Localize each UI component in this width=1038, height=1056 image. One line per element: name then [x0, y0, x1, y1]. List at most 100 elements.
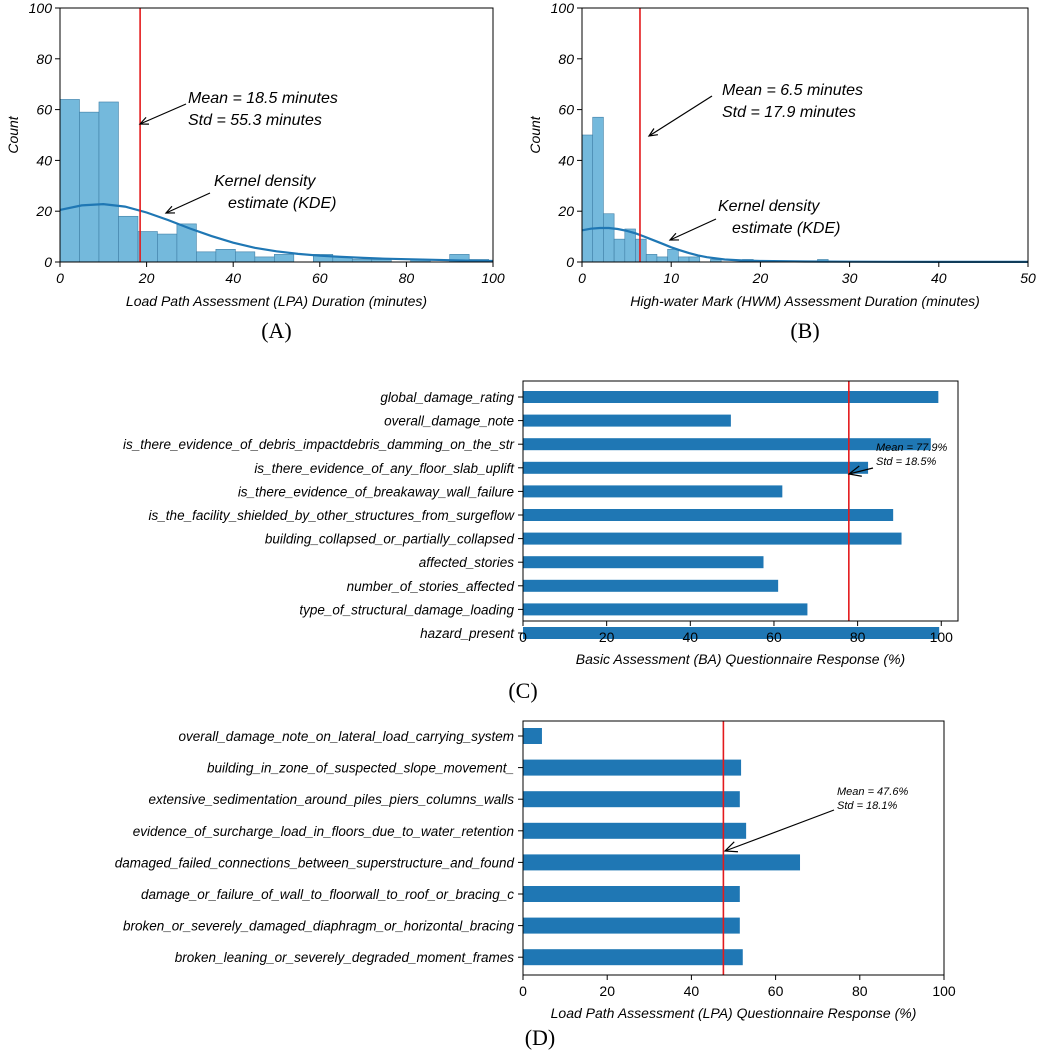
category-label: broken_or_severely_damaged_diaphragm_or_…: [123, 919, 514, 934]
x-tick-label: 40: [683, 629, 699, 645]
std-annotation: Std = 18.1%: [837, 800, 897, 812]
category-label: hazard_present: [420, 626, 515, 641]
y-tick-label: 0: [566, 254, 574, 270]
y-axis-label: Count: [5, 115, 21, 153]
bar: [523, 485, 783, 498]
category-label: is_the_facility_shielded_by_other_struct…: [149, 508, 516, 523]
bar: [523, 603, 808, 616]
axes-frame: [581, 7, 1029, 263]
hist-bar: [98, 101, 119, 263]
kde-annotation-line1: Kernel density: [214, 173, 316, 190]
bar: [523, 461, 869, 474]
x-tick-label: 50: [1020, 270, 1036, 286]
hist-bar: [656, 256, 668, 263]
std-annotation: Std = 18.5%: [876, 456, 936, 468]
bar: [523, 917, 740, 934]
x-axis-label: High-water Mark (HWM) Assessment Duratio…: [630, 293, 980, 309]
x-tick-label: 80: [850, 629, 866, 645]
bar: [523, 759, 742, 776]
panel-label: (B): [790, 318, 819, 343]
kde-curve: [581, 226, 1028, 263]
x-tick-label: 20: [138, 270, 155, 286]
category-label: extensive_sedimentation_around_piles_pie…: [149, 792, 515, 807]
hist-bar: [635, 238, 647, 263]
x-axis-label: Load Path Assessment (LPA) Questionnaire…: [551, 1005, 917, 1021]
y-tick-label: 60: [558, 102, 574, 118]
y-tick-label: 100: [29, 0, 53, 16]
y-tick-label: 80: [558, 51, 574, 67]
x-tick-label: 0: [519, 983, 527, 999]
kde-arrow-shaft: [669, 218, 717, 241]
hist-bar: [79, 111, 100, 263]
bar: [523, 886, 740, 902]
bar: [523, 391, 939, 403]
x-tick-label: 80: [399, 270, 415, 286]
category-label: global_damage_rating: [380, 390, 514, 405]
y-axis-label: Count: [527, 115, 543, 153]
x-tick-label: 0: [56, 270, 64, 286]
mean-arrow-head: [647, 128, 658, 137]
category-label: type_of_structural_damage_loading: [299, 602, 514, 617]
category-label: is_there_evidence_of_breakaway_wall_fail…: [238, 484, 514, 499]
hist-bar: [59, 99, 80, 263]
mean-annotation: Mean = 47.6%: [837, 786, 908, 798]
bar: [523, 822, 747, 839]
hist-bar: [581, 134, 594, 263]
x-tick-label: 40: [931, 270, 947, 286]
kde-curve: [59, 202, 494, 263]
category-label: is_there_evidence_of_any_floor_slab_upli…: [254, 461, 515, 476]
panel-label: (A): [261, 318, 292, 343]
hist-bar: [688, 256, 701, 263]
bar: [523, 509, 894, 521]
y-tick-label: 80: [36, 51, 52, 67]
axes-frame: [522, 720, 945, 976]
bar: [523, 854, 801, 871]
x-tick-label: 60: [312, 270, 328, 286]
bar: [523, 627, 940, 639]
mean-arrow-shaft: [724, 809, 835, 852]
category-label: affected_stories: [419, 555, 515, 570]
bar: [523, 791, 740, 808]
mean-arrow-shaft: [139, 103, 187, 125]
bar: [523, 556, 764, 569]
mean-arrow-shaft: [848, 467, 874, 475]
kde-annotation-line2: estimate (KDE): [228, 195, 336, 212]
histogram-hwm-duration: 0 10 20 30 40 50 0 20 40 60 80 100 High-water Mark (…: [527, 0, 1036, 343]
hist-bar: [118, 215, 139, 263]
std-annotation: Std = 55.3 minutes: [188, 112, 322, 129]
x-tick-label: 60: [766, 629, 782, 645]
panel-label: (D): [525, 1025, 556, 1050]
x-tick-label: 80: [852, 983, 868, 999]
category-label: number_of_stories_affected: [347, 579, 515, 594]
bar: [523, 532, 902, 545]
category-label: overall_damage_note: [384, 414, 514, 429]
x-tick-label: 20: [599, 983, 615, 999]
y-tick-label: 20: [35, 203, 52, 219]
x-tick-label: 20: [599, 629, 615, 645]
mean-annotation: Mean = 77.9%: [876, 442, 947, 454]
x-tick-label: 100: [932, 983, 956, 999]
kde-arrow-shaft: [165, 192, 211, 214]
category-label: damaged_failed_connections_between_super…: [115, 855, 515, 870]
bar: [523, 728, 542, 744]
bar: [523, 949, 743, 966]
y-tick-label: 20: [557, 203, 574, 219]
x-axis-label: Load Path Assessment (LPA) Duration (min…: [126, 293, 427, 309]
category-label: building_collapsed_or_partially_collapse…: [265, 532, 515, 547]
hist-bar: [678, 256, 690, 263]
y-tick-label: 40: [558, 152, 574, 168]
hist-bar: [645, 254, 658, 263]
x-tick-label: 60: [768, 983, 784, 999]
category-label: overall_damage_note_on_lateral_load_carr…: [179, 729, 514, 744]
mean-annotation: Mean = 18.5 minutes: [188, 90, 338, 107]
hist-bar: [274, 254, 295, 263]
histogram-lpa-duration: 0 20 40 60 80 100 0 20 40 60 80 100 Load Path Assess…: [5, 0, 505, 343]
hist-bar: [235, 251, 256, 263]
hist-bar: [592, 116, 604, 263]
category-label: is_there_evidence_of_debris_impactdebris…: [123, 437, 514, 452]
std-annotation: Std = 17.9 minutes: [722, 104, 856, 121]
axes-frame: [59, 7, 494, 263]
category-label: building_in_zone_of_suspected_slope_move…: [207, 761, 514, 776]
y-tick-label: 40: [36, 152, 52, 168]
